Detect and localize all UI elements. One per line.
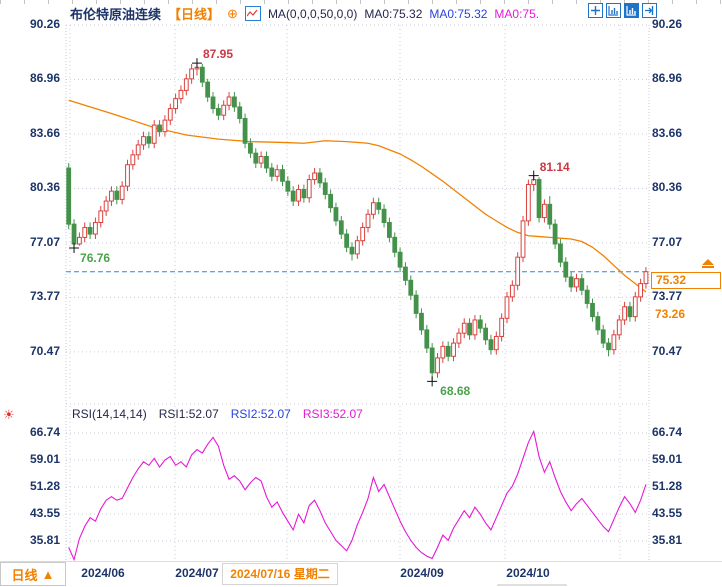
ma-value-2: MA0:75.32 bbox=[429, 6, 488, 21]
rsi2-value: RSI2:52.07 bbox=[230, 407, 291, 421]
crosshair-marker bbox=[528, 170, 539, 181]
triangle-up-icon: ▲ bbox=[41, 566, 55, 582]
ma50-line bbox=[68, 99, 647, 293]
ma-value-1: MA0:75.32 bbox=[364, 6, 423, 21]
candles-group bbox=[66, 63, 649, 382]
rsi3-value: RSI3:52.07 bbox=[302, 407, 363, 421]
crosshair-marker bbox=[69, 242, 80, 253]
crosshair-move-icon[interactable] bbox=[588, 3, 603, 18]
chart-toolbar bbox=[588, 3, 657, 18]
period-button[interactable]: 日线 ▲ bbox=[0, 562, 66, 586]
rsi1-value: RSI1:52.07 bbox=[158, 407, 219, 421]
top-ruler bbox=[0, 0, 722, 4]
last-price-box: 75.32 bbox=[651, 272, 721, 289]
main-chart-header: 布伦特原油连续 【日线】 ⊕ MA(0,0,0,50,0,0) MA0:75.3… bbox=[70, 4, 539, 23]
crosshair-date-label: 2024/07/16 星期二 bbox=[222, 563, 338, 585]
rsi-header: RSI(14,14,14) RSI1:52.07 RSI2:52.07 RSI3… bbox=[72, 407, 363, 421]
sun-icon[interactable]: ☀ bbox=[3, 407, 15, 422]
ma-value-3: MA0:75. bbox=[494, 6, 540, 21]
scrollbar-indicator[interactable] bbox=[497, 584, 567, 586]
rsi-line bbox=[68, 429, 647, 562]
fit-range-icon[interactable] bbox=[606, 3, 621, 18]
period-tag[interactable]: 【日线】 bbox=[168, 7, 221, 22]
footer-divider bbox=[0, 561, 722, 562]
crosshair-marker bbox=[191, 58, 202, 69]
instrument-title: 布伦特原油连续 bbox=[70, 7, 162, 22]
exit-chart-icon[interactable] bbox=[642, 3, 657, 18]
auto-scale-icon[interactable] bbox=[624, 3, 639, 18]
ma-right-value: 73.26 bbox=[655, 307, 686, 321]
crosshair-marker bbox=[427, 376, 438, 387]
ma-settings-label: MA(0,0,0,50,0,0) bbox=[267, 6, 358, 21]
rsi-params-label: RSI(14,14,14) bbox=[72, 407, 147, 421]
period-button-label: 日线 bbox=[11, 567, 38, 583]
circled-plus-icon[interactable]: ⊕ bbox=[227, 5, 238, 21]
candlestick-chart-icon[interactable] bbox=[244, 6, 261, 21]
price-up-arrow-icon bbox=[701, 259, 715, 269]
